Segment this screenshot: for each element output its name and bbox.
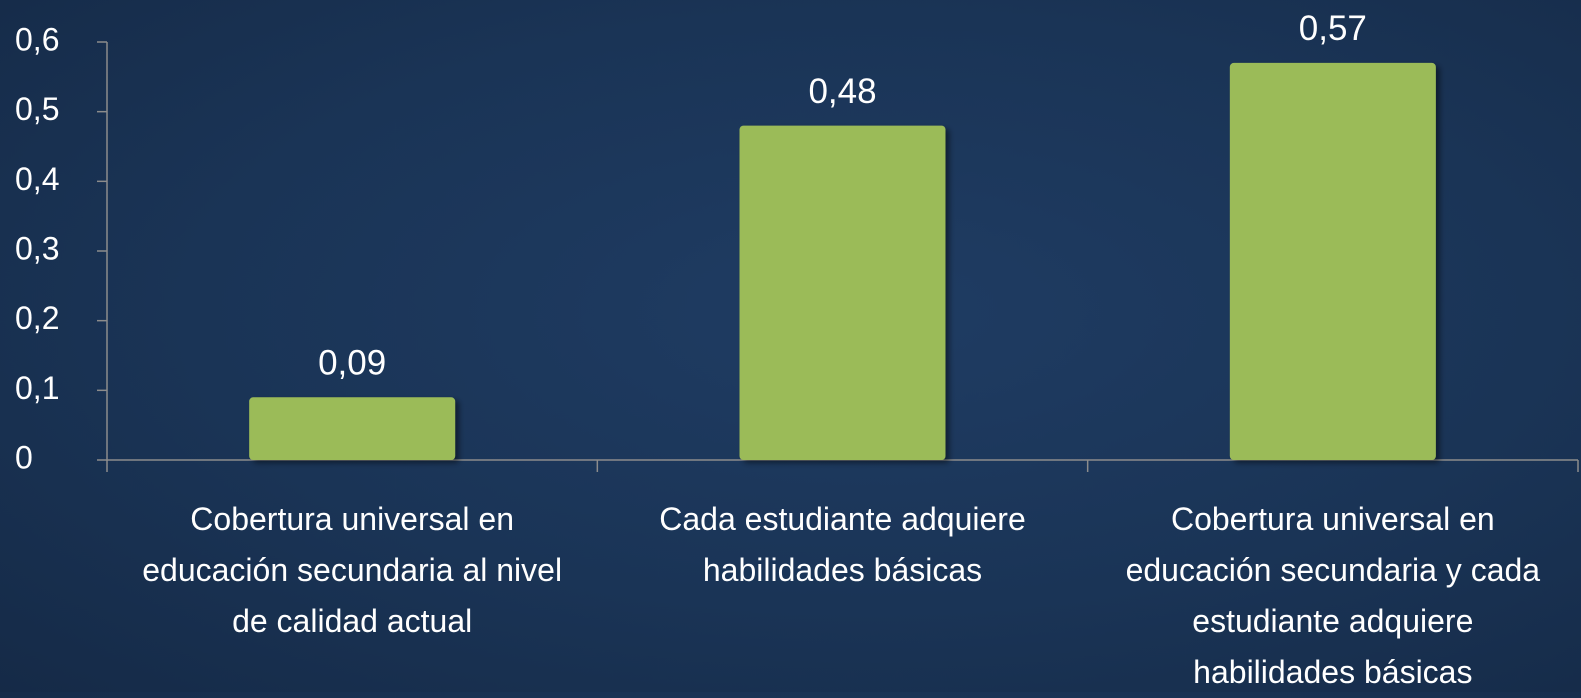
value-label: 0,57 (1299, 9, 1367, 48)
bar (249, 397, 456, 460)
bar (739, 125, 946, 460)
y-tick-label: 0,1 (15, 370, 59, 406)
x-tick-label: Cobertura universal en educación secunda… (142, 501, 563, 639)
value-label: 0,48 (808, 72, 876, 111)
y-tick-label: 0,6 (15, 21, 59, 57)
y-tick-label: 0 (15, 439, 33, 475)
bar (1229, 62, 1436, 461)
x-tick-label: Cobertura universal en educación secunda… (1125, 501, 1541, 690)
y-tick-label: 0,3 (15, 230, 59, 266)
y-tick-label: 0,4 (15, 161, 59, 197)
x-tick-label: Cada estudiante adquiere habilidades bás… (659, 501, 1026, 588)
y-tick-label: 0,5 (15, 91, 59, 127)
y-tick-label: 0,2 (15, 300, 59, 336)
value-label: 0,09 (318, 344, 386, 383)
